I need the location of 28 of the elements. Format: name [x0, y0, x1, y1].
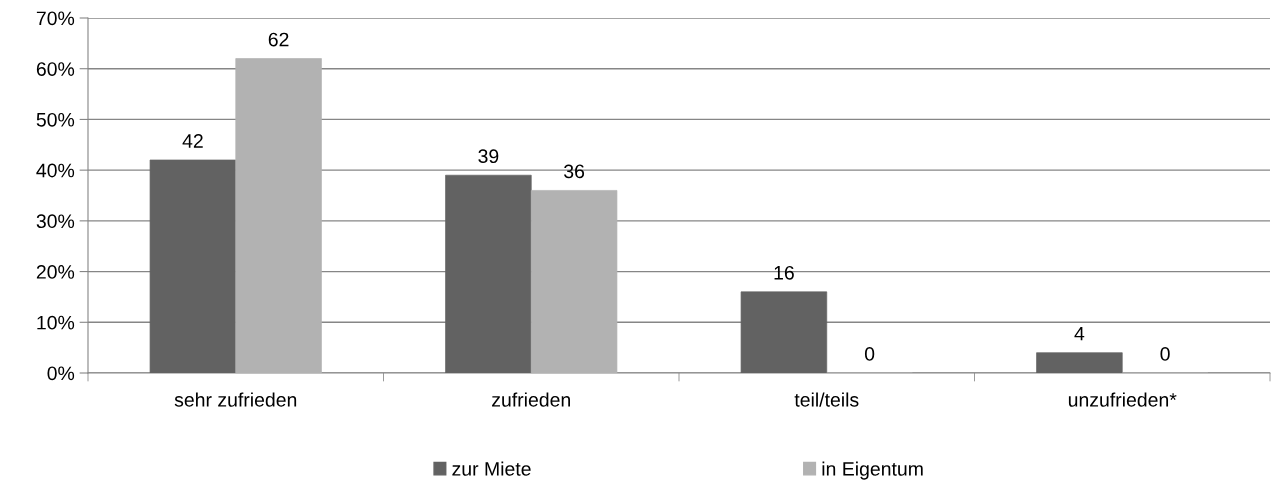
y-tick-label: 50%: [36, 112, 75, 127]
data-label: 16: [774, 265, 794, 280]
x-tick-label: unzufrieden*: [1068, 392, 1177, 407]
y-tick-label: 30%: [36, 214, 75, 229]
y-tick-label: 0%: [47, 366, 75, 381]
bar: [149, 159, 237, 373]
bar: [530, 190, 618, 373]
data-label: 36: [564, 164, 585, 179]
y-tick-label: 60%: [36, 62, 75, 76]
y-tick-label: 20%: [36, 265, 75, 279]
data-label: 0: [864, 347, 875, 361]
bar: [1036, 352, 1123, 373]
y-tick-label: 40%: [36, 163, 75, 178]
legend-label: in Eigentum: [822, 461, 923, 480]
legend-label: zur Miete: [452, 461, 531, 476]
bar: [235, 58, 322, 373]
data-label: 62: [268, 32, 289, 47]
x-tick-label: zufrieden: [492, 392, 570, 407]
data-label: 0: [1160, 347, 1170, 361]
x-tick-label: sehr zufrieden: [174, 392, 297, 407]
bar: [445, 174, 532, 373]
data-label: 42: [182, 134, 203, 148]
x-tick-label: teil/teils: [794, 392, 859, 407]
data-label: 4: [1074, 326, 1085, 341]
bar: [740, 291, 828, 373]
data-label: 39: [478, 149, 499, 164]
y-tick-label: 70%: [36, 11, 75, 26]
y-tick-label: 10%: [37, 315, 75, 330]
